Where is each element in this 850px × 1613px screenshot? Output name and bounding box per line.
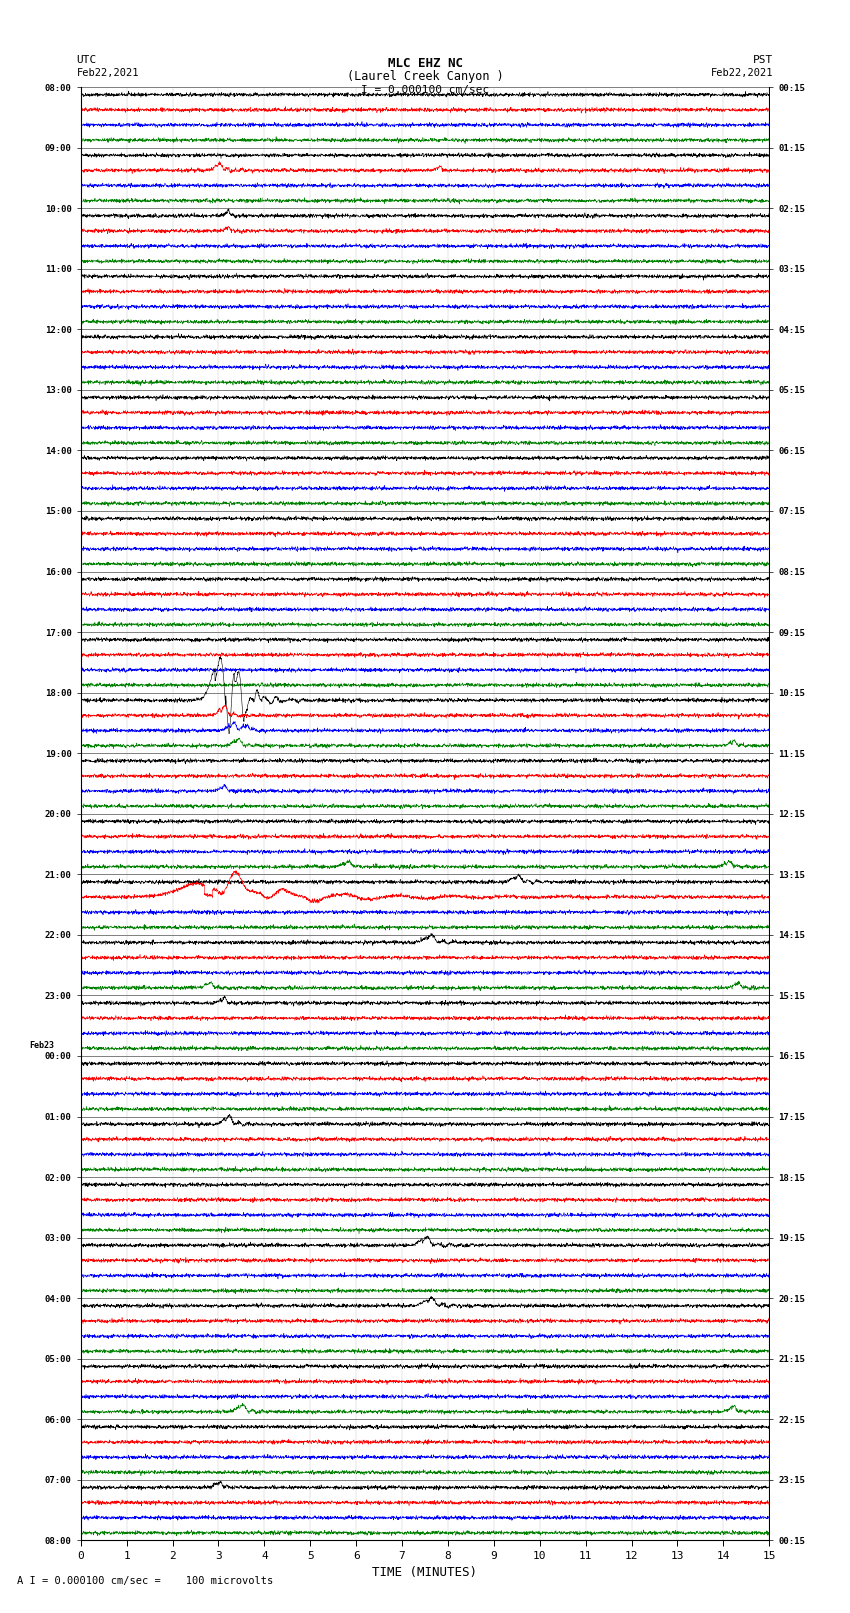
Text: PST: PST xyxy=(753,55,774,65)
Text: MLC EHZ NC: MLC EHZ NC xyxy=(388,56,462,71)
Text: Feb22,2021: Feb22,2021 xyxy=(76,68,139,77)
Text: A I = 0.000100 cm/sec =    100 microvolts: A I = 0.000100 cm/sec = 100 microvolts xyxy=(17,1576,273,1586)
X-axis label: TIME (MINUTES): TIME (MINUTES) xyxy=(372,1566,478,1579)
Text: Feb23: Feb23 xyxy=(29,1040,54,1050)
Text: Feb22,2021: Feb22,2021 xyxy=(711,68,774,77)
Text: (Laurel Creek Canyon ): (Laurel Creek Canyon ) xyxy=(347,69,503,84)
Text: UTC: UTC xyxy=(76,55,97,65)
Text: I = 0.000100 cm/sec: I = 0.000100 cm/sec xyxy=(361,84,489,95)
